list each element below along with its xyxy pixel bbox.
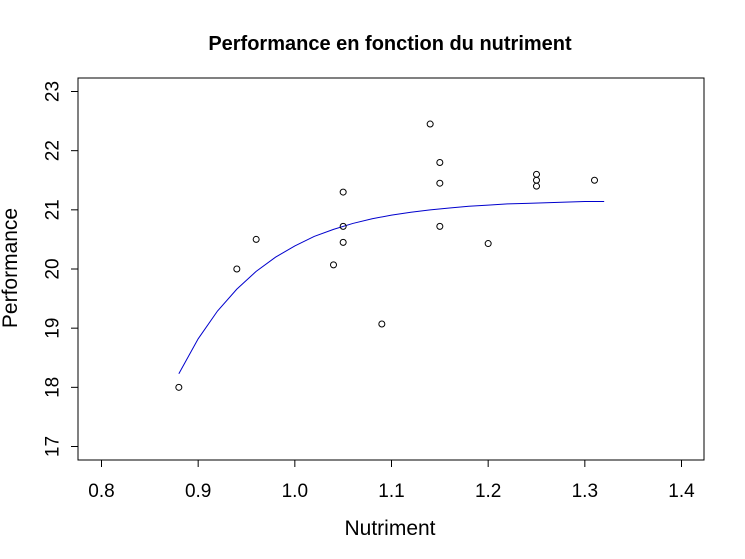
data-point — [252, 235, 260, 243]
data-point — [378, 320, 386, 328]
data-point — [426, 120, 434, 128]
plot-frame — [77, 77, 705, 461]
data-points — [175, 120, 598, 391]
x-tick-label: 0.9 — [185, 481, 211, 502]
data-point — [436, 159, 444, 166]
data-point — [339, 222, 347, 230]
y-tick-label: 19 — [43, 318, 64, 339]
y-tick-label: 20 — [43, 258, 64, 279]
data-point — [339, 188, 347, 196]
data-point — [533, 176, 540, 184]
x-tick-label: 1.4 — [668, 481, 695, 502]
y-tick-label: 18 — [43, 377, 64, 398]
data-point — [436, 179, 444, 187]
y-axis: 17 18 19 20 21 22 23 — [43, 81, 78, 457]
data-point — [330, 261, 337, 269]
x-tick-label: 1.1 — [378, 481, 404, 502]
x-tick-label: 1.2 — [475, 481, 501, 502]
data-point — [533, 182, 540, 190]
data-point — [339, 238, 347, 246]
data-point — [533, 170, 540, 178]
y-tick-label: 22 — [43, 140, 64, 161]
data-point — [233, 265, 241, 273]
data-point — [175, 383, 183, 391]
y-tick-label: 23 — [43, 81, 64, 102]
data-point — [436, 222, 444, 230]
x-axis: 0.8 0.9 1.0 1.1 1.2 1.3 1.4 — [88, 460, 695, 502]
chart-title: Performance en fonction du nutriment — [208, 33, 572, 55]
fit-curve — [178, 201, 605, 374]
data-point — [591, 176, 598, 184]
y-tick-label: 17 — [43, 436, 64, 457]
y-axis-label: Performance — [0, 208, 22, 328]
x-tick-label: 1.3 — [572, 481, 598, 502]
x-tick-label: 0.8 — [88, 481, 114, 502]
x-axis-label: Nutriment — [344, 517, 435, 540]
y-tick-label: 21 — [43, 199, 64, 220]
data-point — [484, 240, 492, 248]
x-tick-label: 1.0 — [282, 481, 308, 502]
